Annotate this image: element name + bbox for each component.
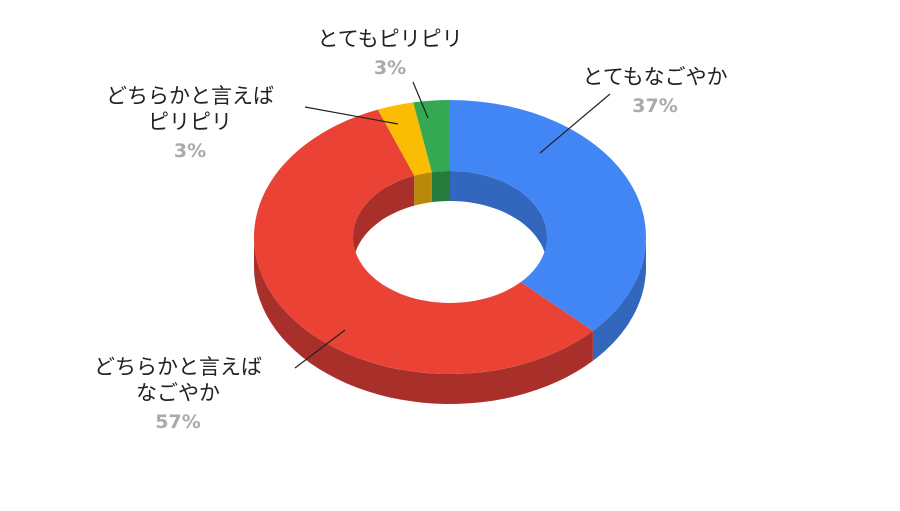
slice-label-2-line-1: ピリピリ [148,110,232,134]
slice-top-1 [254,109,593,375]
slice-side-inner-1-0 [353,175,415,267]
slice-top-0 [450,100,647,331]
leader-line-3 [412,81,429,119]
slice-side-outer-1 [254,237,593,404]
leader-line-2 [304,106,399,125]
leader-line-0 [539,93,611,154]
slice-percent-3: 3% [374,57,406,79]
slice-label-2-line-0: どちらかと言えば [106,84,274,108]
slice-top-3 [413,100,450,173]
slice-side-inner-0-1 [450,171,547,267]
slice-top-2 [377,102,432,176]
slice-side-inner-3-0 [431,171,450,203]
slice-label-0-line-0: とてもなごやか [582,65,727,89]
slice-percent-1: 57% [155,411,200,433]
slice-label-3-line-0: とてもピリピリ [317,27,462,51]
slice-side-inner-2-0 [414,172,432,206]
leader-line-1 [294,329,346,369]
slice-percent-0: 37% [632,95,677,117]
slice-label-1-line-0: どちらかと言えば [94,355,262,379]
slice-label-1-line-1: なごやか [136,381,220,405]
slice-percent-2: 3% [174,140,206,162]
slice-side-outer-0 [592,237,646,361]
